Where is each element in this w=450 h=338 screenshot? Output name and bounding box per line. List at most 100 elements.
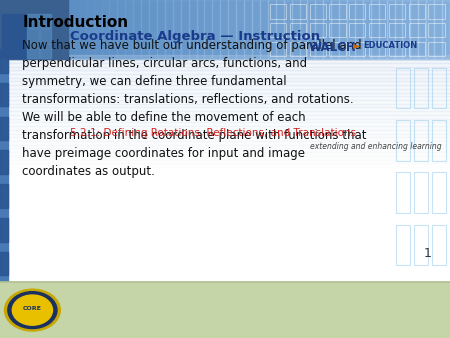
Circle shape <box>12 295 53 325</box>
Bar <box>414 172 428 213</box>
Bar <box>149 0 157 59</box>
Text: Coordinate Algebra — Instruction: Coordinate Algebra — Instruction <box>70 30 320 43</box>
Bar <box>389 4 405 19</box>
Bar <box>290 4 306 19</box>
Bar <box>310 42 326 56</box>
Text: extending and enhancing learning: extending and enhancing learning <box>310 142 441 151</box>
Bar <box>141 0 149 59</box>
Bar <box>369 42 385 56</box>
Bar <box>0 104 450 107</box>
Bar <box>442 0 450 59</box>
Bar <box>432 225 446 265</box>
Bar <box>0 63 450 67</box>
Bar <box>396 225 410 265</box>
Bar <box>323 0 331 59</box>
Bar <box>40 44 51 58</box>
Bar <box>0 137 450 141</box>
Bar <box>109 0 117 59</box>
Bar <box>0 126 450 130</box>
Bar <box>0 59 8 282</box>
Bar <box>0 160 450 163</box>
Bar <box>0 81 450 85</box>
Bar <box>339 0 347 59</box>
Bar <box>369 4 385 19</box>
Text: EDUCATION: EDUCATION <box>364 41 418 50</box>
Bar <box>0 156 450 160</box>
Circle shape <box>4 289 60 331</box>
Bar <box>402 0 410 59</box>
Bar <box>0 218 8 242</box>
Bar <box>410 0 419 59</box>
Bar <box>0 117 8 140</box>
Bar <box>0 134 450 137</box>
Bar <box>0 152 450 156</box>
Bar <box>389 23 405 37</box>
Text: ►: ► <box>353 41 361 51</box>
Bar <box>0 100 450 104</box>
Bar <box>0 119 450 122</box>
Bar <box>409 4 425 19</box>
Bar <box>117 0 125 59</box>
Bar <box>387 0 395 59</box>
Bar <box>0 148 450 152</box>
Bar <box>270 4 286 19</box>
Bar <box>94 0 102 59</box>
Bar <box>329 42 346 56</box>
Bar <box>40 14 51 28</box>
Bar <box>2 14 13 28</box>
Bar <box>349 23 365 37</box>
Bar <box>0 85 450 89</box>
Bar <box>0 49 8 73</box>
Bar <box>133 0 141 59</box>
Bar <box>173 0 181 59</box>
Bar <box>347 0 355 59</box>
Bar <box>432 120 446 161</box>
Bar <box>125 0 133 59</box>
Bar <box>355 0 363 59</box>
Bar <box>300 0 307 59</box>
Bar <box>78 0 86 59</box>
Bar <box>0 111 450 115</box>
Bar <box>409 42 425 56</box>
Bar <box>62 0 70 59</box>
Bar <box>0 115 450 119</box>
Bar <box>0 89 450 93</box>
Bar <box>0 93 450 96</box>
Bar <box>0 59 450 63</box>
Bar <box>212 0 220 59</box>
Bar <box>0 150 8 174</box>
Text: 5.2.1: Defining Rotations, Reflections, and Translations: 5.2.1: Defining Rotations, Reflections, … <box>70 128 356 139</box>
Bar <box>0 282 450 338</box>
Bar <box>260 0 268 59</box>
Bar <box>418 0 426 59</box>
Bar <box>428 42 445 56</box>
Bar <box>0 145 450 148</box>
Bar <box>434 0 442 59</box>
Bar <box>349 4 365 19</box>
Bar <box>329 4 346 19</box>
Bar <box>0 0 68 59</box>
Bar <box>276 0 284 59</box>
Bar <box>0 59 450 282</box>
Bar <box>331 0 339 59</box>
Bar <box>371 0 379 59</box>
Bar <box>228 0 236 59</box>
Bar <box>0 252 8 275</box>
Bar <box>252 0 260 59</box>
Bar <box>426 0 434 59</box>
Bar <box>396 68 410 108</box>
Bar <box>363 0 371 59</box>
Bar <box>2 44 13 58</box>
Bar <box>0 163 450 167</box>
Bar <box>310 4 326 19</box>
Bar <box>349 42 365 56</box>
Bar <box>310 23 326 37</box>
Bar <box>15 29 26 43</box>
Bar <box>396 172 410 213</box>
Bar <box>189 0 197 59</box>
Bar <box>15 44 26 58</box>
Bar <box>40 29 51 43</box>
Bar <box>414 120 428 161</box>
Bar <box>268 0 276 59</box>
Circle shape <box>8 292 57 329</box>
